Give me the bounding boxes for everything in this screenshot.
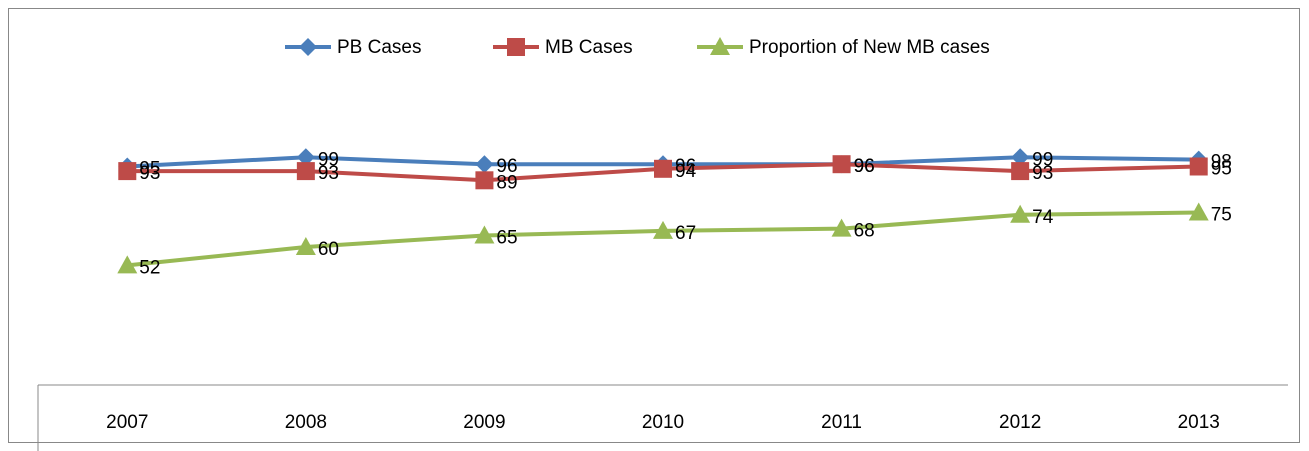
marker bbox=[653, 220, 673, 239]
data-label: 60 bbox=[318, 239, 339, 260]
marker bbox=[1010, 204, 1031, 223]
marker bbox=[296, 162, 315, 181]
marker bbox=[1189, 157, 1208, 176]
marker bbox=[118, 162, 137, 181]
data-label: 93 bbox=[1032, 163, 1053, 184]
marker bbox=[1011, 162, 1030, 181]
marker bbox=[832, 155, 851, 174]
marker bbox=[1188, 202, 1209, 221]
legend-label: Proportion of New MB cases bbox=[749, 37, 990, 58]
data-label: 95 bbox=[1211, 159, 1232, 180]
data-label: 67 bbox=[675, 223, 696, 244]
legend-marker bbox=[299, 38, 317, 56]
legend-marker bbox=[710, 37, 730, 55]
chart-frame bbox=[8, 8, 1300, 443]
data-label: 68 bbox=[854, 221, 875, 242]
data-label: 52 bbox=[139, 257, 160, 278]
x-tick-label: 2010 bbox=[642, 412, 684, 433]
data-label: 96 bbox=[854, 156, 875, 177]
data-label: 89 bbox=[496, 172, 517, 193]
data-label: 99 bbox=[1032, 149, 1053, 170]
legend-marker bbox=[507, 38, 525, 56]
data-label: 95 bbox=[139, 159, 160, 180]
marker bbox=[474, 225, 495, 244]
data-label: 96 bbox=[496, 156, 517, 177]
data-label: 74 bbox=[1032, 207, 1054, 228]
data-label: 65 bbox=[496, 228, 517, 249]
x-tick-label: 2008 bbox=[285, 412, 327, 433]
marker bbox=[296, 148, 315, 167]
x-tick-label: 2013 bbox=[1178, 412, 1220, 433]
data-label: 99 bbox=[318, 149, 339, 170]
marker bbox=[475, 155, 494, 174]
x-tick-label: 2009 bbox=[463, 412, 505, 433]
data-label: 93 bbox=[139, 163, 160, 184]
x-tick-label: 2012 bbox=[999, 412, 1041, 433]
data-label: 93 bbox=[318, 163, 339, 184]
marker bbox=[1011, 148, 1030, 167]
legend-label: MB Cases bbox=[545, 37, 633, 58]
data-label: 75 bbox=[1211, 205, 1232, 226]
data-label: 98 bbox=[1211, 152, 1232, 173]
marker bbox=[117, 255, 138, 274]
legend-label: PB Cases bbox=[337, 37, 421, 58]
marker bbox=[475, 171, 494, 190]
x-tick-label: 2007 bbox=[106, 412, 148, 433]
marker bbox=[831, 218, 852, 237]
marker bbox=[295, 237, 316, 255]
x-tick-label: 2011 bbox=[821, 412, 862, 433]
data-label: 94 bbox=[675, 161, 697, 182]
marker bbox=[654, 159, 672, 178]
